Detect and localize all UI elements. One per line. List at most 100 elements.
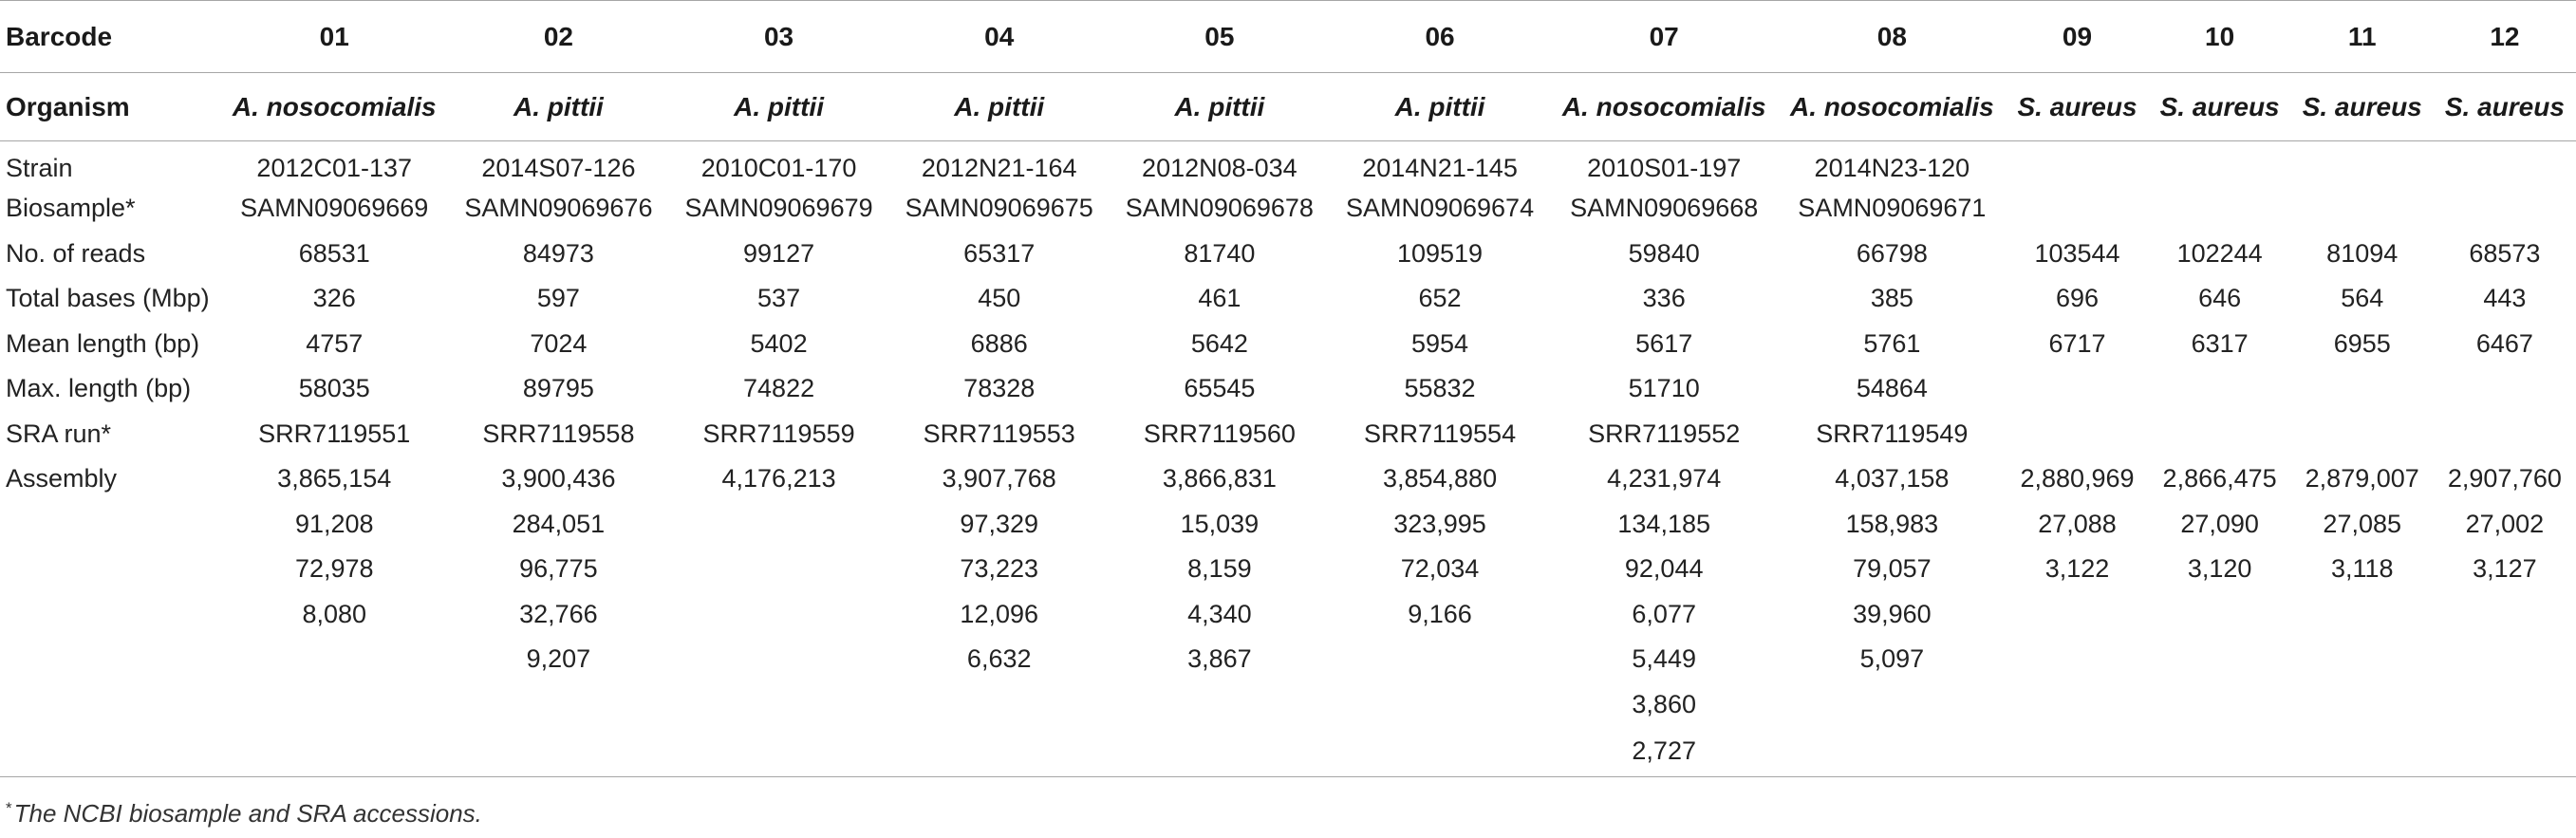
- header-barcode-04: 04: [984, 21, 1015, 51]
- table-cell: [2434, 412, 2576, 457]
- table-cell: SRR7119559: [702, 419, 855, 448]
- table-cell: 2012N08-034: [1142, 154, 1297, 182]
- header-barcode-01: 01: [319, 21, 349, 51]
- header-organism-09: S. aureus: [2017, 91, 2137, 121]
- header-barcode-02: 02: [543, 21, 573, 51]
- table-cell: 284,051: [512, 509, 606, 538]
- table-cell: [2434, 727, 2576, 776]
- row-label: Total bases (Mbp): [6, 284, 210, 313]
- table-cell: 39,960: [1853, 599, 1932, 628]
- header-barcode-label: Barcode: [6, 21, 113, 51]
- table-row: Biosample* SAMN09069669 SAMN09069676 SAMN09…: [0, 186, 2576, 232]
- table-cell: [2149, 682, 2291, 728]
- table-cell: 8,159: [1187, 554, 1252, 584]
- table-cell: 3,860: [1632, 689, 1696, 718]
- table-cell: 9,166: [1408, 599, 1472, 628]
- table-cell: 3,866,831: [1162, 464, 1277, 493]
- table-cell: 5,097: [1859, 644, 1925, 674]
- table-cell: 5761: [1863, 328, 1921, 358]
- table-cell: 27,090: [2180, 509, 2259, 538]
- table-cell: [668, 547, 888, 592]
- header-organism-04: A. pittii: [954, 91, 1045, 121]
- table-cell: 652: [1418, 284, 1462, 313]
- table-cell: [889, 727, 1110, 776]
- table-cell: 8,080: [302, 599, 367, 628]
- table-cell: [2291, 186, 2434, 232]
- table-cell: 84973: [522, 238, 594, 268]
- footnote: *The NCBI biosample and SRA accessions.: [6, 799, 482, 829]
- table-cell: 65317: [963, 238, 1036, 268]
- row-label: Max. length (bp): [6, 374, 192, 403]
- table-cell: [2434, 141, 2576, 187]
- header-barcode-07: 07: [1649, 21, 1679, 51]
- table-cell: [668, 682, 888, 728]
- table-cell: 3,854,880: [1382, 464, 1498, 493]
- table-cell: 81740: [1184, 238, 1256, 268]
- header-organism-02: A. pittii: [513, 91, 604, 121]
- table-cell: 3,867: [1187, 644, 1252, 674]
- table-cell: 27,085: [2323, 509, 2402, 538]
- table-cell: SRR7119554: [1363, 419, 1517, 448]
- table-cell: 81094: [2326, 238, 2399, 268]
- header-barcode-row: Barcode 01 02 03 04 05 06 07 08 09 10 11 12: [0, 0, 2576, 73]
- table-cell: [2291, 637, 2434, 682]
- table-cell: 96,775: [519, 554, 598, 584]
- table-cell: SAMN09069679: [684, 194, 873, 223]
- table-cell: 72,034: [1400, 554, 1480, 584]
- header-organism-07: A. nosocomialis: [1561, 91, 1766, 121]
- table-cell: 323,995: [1393, 509, 1486, 538]
- assembly-stats-table: Barcode 01 02 03 04 05 06 07 08 09 10 11 12 Organis…: [0, 0, 2576, 776]
- table-cell: 78328: [963, 374, 1036, 403]
- table-cell: SAMN09069675: [905, 194, 1093, 223]
- table-cell: SAMN09069669: [240, 194, 429, 223]
- table-cell: 3,120: [2187, 554, 2252, 584]
- table-cell: 51710: [1628, 374, 1700, 403]
- table-cell: 6955: [2333, 328, 2391, 358]
- table-cell: 4,340: [1187, 599, 1252, 628]
- table-cell: SAMN09069674: [1345, 194, 1535, 223]
- table-cell: [2434, 637, 2576, 682]
- header-barcode-11: 11: [2347, 21, 2377, 51]
- table-cell: 59840: [1628, 238, 1700, 268]
- table-cell: 564: [2341, 284, 2384, 313]
- table-cell: 158,983: [1845, 509, 1939, 538]
- table-cell: 2014S07-126: [481, 154, 636, 182]
- table-cell: 74822: [743, 374, 815, 403]
- table-cell: 73,223: [960, 554, 1039, 584]
- table-cell: [1778, 682, 2006, 728]
- table-cell: 3,907,768: [942, 464, 1056, 493]
- header-organism-05: A. pittii: [1174, 91, 1265, 121]
- table-row: SRA run* SRR7119551 SRR7119558 SRR7119559 SR…: [0, 412, 2576, 457]
- table-cell: 134,185: [1617, 509, 1710, 538]
- table-cell: 109519: [1396, 238, 1484, 268]
- table-cell: 5642: [1190, 328, 1248, 358]
- table-cell: 27,002: [2465, 509, 2545, 538]
- table-cell: 5402: [750, 328, 808, 358]
- table-cell: SRR7119549: [1816, 419, 1969, 448]
- row-label: [0, 727, 220, 776]
- table-cell: 89795: [522, 374, 594, 403]
- table-cell: 2014N23-120: [1814, 154, 1970, 182]
- header-barcode-03: 03: [763, 21, 794, 51]
- table-cell: [668, 592, 888, 638]
- row-label: [0, 592, 220, 638]
- table-cell: SRR7119558: [482, 419, 635, 448]
- table-cell: [1110, 727, 1330, 776]
- table-cell: 27,088: [2038, 509, 2117, 538]
- table-cell: 68573: [2469, 238, 2541, 268]
- row-label: Strain: [6, 154, 73, 182]
- header-barcode-06: 06: [1425, 21, 1455, 51]
- table-cell: 54864: [1856, 374, 1928, 403]
- table-cell: [2149, 727, 2291, 776]
- row-label: [0, 547, 220, 592]
- header-organism-12: S. aureus: [2444, 91, 2565, 121]
- row-label: Biosample*: [6, 194, 136, 223]
- table-cell: 2012C01-137: [256, 154, 413, 182]
- table-cell: 6317: [2191, 328, 2249, 358]
- table-container: Barcode 01 02 03 04 05 06 07 08 09 10 11 12 Organis…: [0, 0, 2576, 776]
- table-cell: SRR7119560: [1143, 419, 1296, 448]
- header-organism-08: A. nosocomialis: [1790, 91, 1994, 121]
- table-cell: 3,122: [2044, 554, 2110, 584]
- table-cell: 2,907,760: [2447, 464, 2562, 493]
- table-cell: 443: [2483, 284, 2527, 313]
